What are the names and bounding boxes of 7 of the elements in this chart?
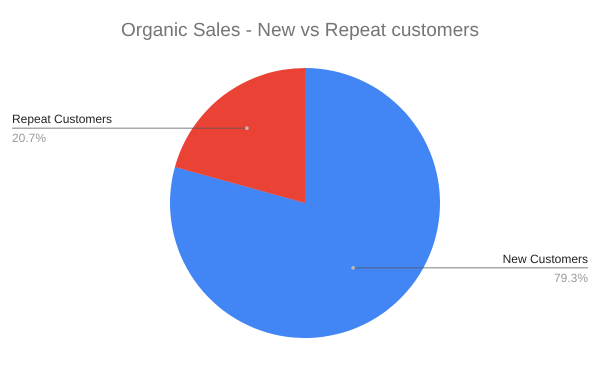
- chart-title: Organic Sales - New vs Repeat customers: [120, 20, 480, 42]
- data-label: 20.7%: [12, 131, 46, 146]
- slice-label: Repeat Customers: [12, 112, 112, 126]
- pie-slice: [174, 68, 305, 203]
- slice-label: New Customers: [502, 252, 588, 266]
- pie-slice: [170, 68, 440, 338]
- data-label: 79.3%: [554, 270, 588, 285]
